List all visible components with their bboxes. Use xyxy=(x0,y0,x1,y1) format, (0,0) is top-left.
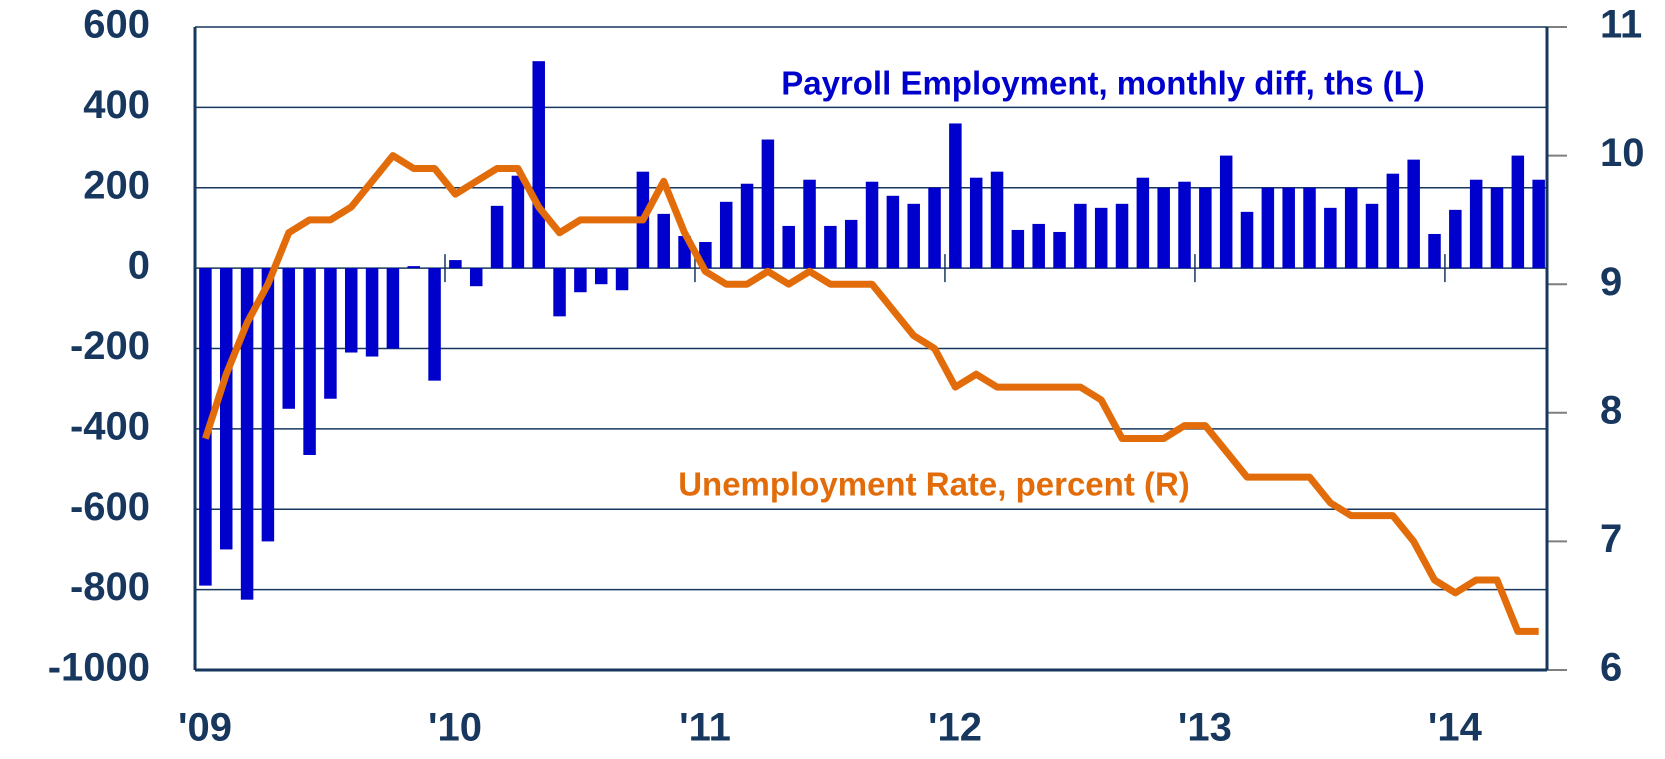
bar xyxy=(740,183,754,269)
y-tick-label: -1000 xyxy=(48,646,150,690)
bar xyxy=(1157,187,1170,269)
y-tick-label: -200 xyxy=(70,324,150,368)
bar xyxy=(657,213,670,269)
y-tick-label: 600 xyxy=(83,3,150,47)
bar xyxy=(199,268,212,586)
bar xyxy=(1532,179,1545,269)
x-tick-label: '13 xyxy=(1178,706,1232,750)
bar xyxy=(949,123,962,269)
x-tick-label: '09 xyxy=(178,706,232,750)
bar xyxy=(532,61,545,269)
bar xyxy=(407,266,420,269)
bar xyxy=(282,268,295,409)
bar xyxy=(719,201,733,269)
series-label-payroll: Payroll Employment, monthly diff, ths (L… xyxy=(781,65,1425,102)
bar xyxy=(1282,187,1295,269)
bar xyxy=(344,268,358,353)
bar xyxy=(1490,187,1504,269)
x-tick-label: '14 xyxy=(1428,706,1483,750)
series-label-unemployment: Unemployment Rate, percent (R) xyxy=(678,466,1190,503)
bar xyxy=(469,268,483,287)
bar xyxy=(1386,173,1400,269)
bar xyxy=(907,203,920,269)
bar xyxy=(574,268,587,293)
bar xyxy=(1449,209,1462,269)
y2-tick-label: 9 xyxy=(1600,260,1622,304)
bar xyxy=(553,268,566,317)
x-tick-label: '12 xyxy=(928,706,982,750)
bar xyxy=(1469,179,1483,269)
bar xyxy=(1261,187,1275,269)
bar xyxy=(1032,223,1045,269)
bar xyxy=(1428,233,1441,269)
y-tick-label: -600 xyxy=(70,485,150,529)
y2-tick-label: 10 xyxy=(1600,131,1645,175)
y2-tick-label: 8 xyxy=(1600,388,1622,432)
y2-tick-label: 7 xyxy=(1600,517,1622,561)
bar xyxy=(1240,211,1254,269)
bar xyxy=(594,268,608,285)
bar xyxy=(1136,177,1150,269)
bar xyxy=(803,179,816,269)
bar xyxy=(240,268,254,600)
bar xyxy=(824,225,837,269)
bar xyxy=(1094,207,1108,269)
bar xyxy=(1365,203,1379,269)
bar xyxy=(844,219,858,269)
bar xyxy=(928,187,941,269)
bar xyxy=(1324,207,1337,269)
bar xyxy=(324,268,337,399)
y2-tick-label: 11 xyxy=(1600,3,1642,47)
y-tick-label: 400 xyxy=(83,83,150,127)
bar xyxy=(886,195,900,269)
bar xyxy=(990,171,1004,269)
bar xyxy=(365,268,379,357)
bar xyxy=(490,205,504,269)
bar xyxy=(511,175,525,269)
bar xyxy=(303,268,316,455)
bar xyxy=(1303,187,1316,269)
y-tick-label: -800 xyxy=(70,565,150,609)
bar xyxy=(1178,181,1191,269)
bar xyxy=(428,268,441,381)
bar xyxy=(782,225,795,269)
y-tick-label: -400 xyxy=(70,404,150,448)
bar xyxy=(1344,187,1358,269)
bar xyxy=(1199,187,1212,269)
bar xyxy=(1074,203,1087,269)
bar xyxy=(449,260,462,269)
bar xyxy=(615,268,629,291)
bar xyxy=(261,268,275,542)
bar xyxy=(1115,203,1129,269)
bar xyxy=(1219,155,1233,269)
bar xyxy=(865,181,879,269)
y-tick-label: 200 xyxy=(83,163,150,207)
bar xyxy=(1053,231,1066,269)
y-tick-label: 0 xyxy=(128,244,150,288)
line xyxy=(202,152,1539,635)
bar xyxy=(386,268,400,349)
bar xyxy=(1011,229,1025,269)
bar xyxy=(969,177,983,269)
x-tick-label: '10 xyxy=(428,706,482,750)
x-tick-label: '11 xyxy=(679,706,731,750)
bar xyxy=(1511,155,1525,269)
y2-tick-label: 6 xyxy=(1600,646,1622,690)
bar xyxy=(1407,159,1420,269)
bar xyxy=(219,268,233,550)
bar xyxy=(761,139,775,269)
